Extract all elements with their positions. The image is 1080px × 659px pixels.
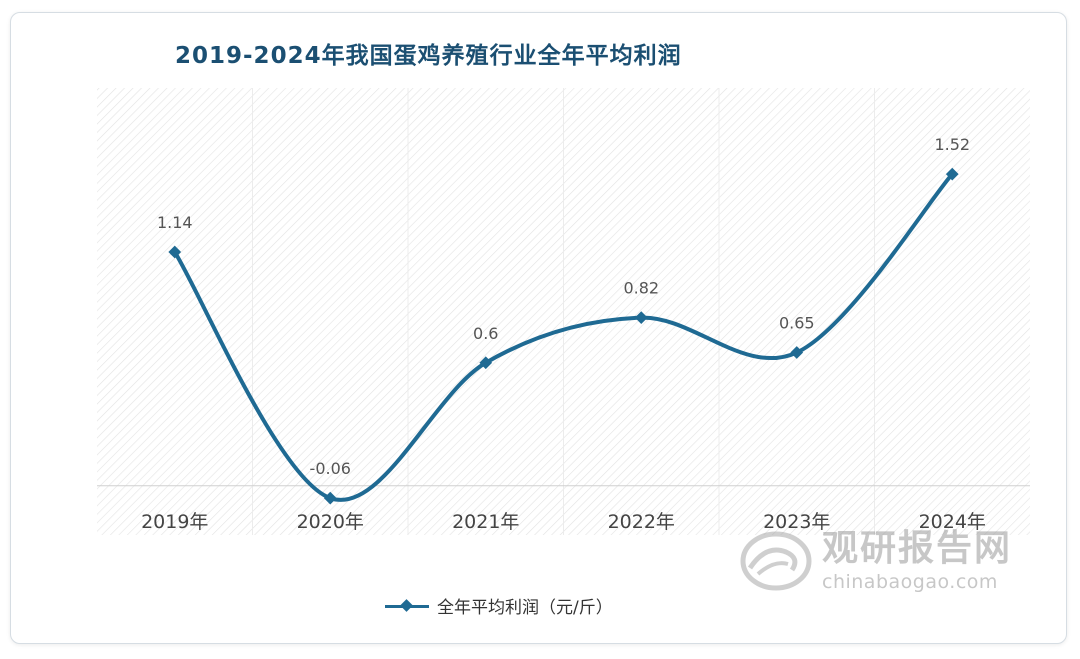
watermark-domain: chinabaogao.com: [822, 570, 998, 593]
x-tick-label: 2020年: [297, 511, 364, 533]
series-line: [172, 172, 955, 502]
x-tick-label: 2019年: [141, 511, 208, 533]
data-label: 1.52: [934, 135, 970, 154]
watermark-name: 观研报告网: [822, 527, 1013, 569]
watermark-logo-icon: [740, 531, 812, 591]
x-tick-label: 2023年: [763, 511, 830, 533]
data-label: 0.6: [473, 324, 498, 343]
x-tick-label: 2024年: [919, 511, 986, 533]
data-point-marker: [168, 245, 182, 259]
data-point-marker: [323, 491, 337, 505]
watermark: 观研报告网 chinabaogao.com: [740, 530, 1012, 592]
legend: 全年平均利润（元/斤）: [385, 593, 613, 618]
data-point-marker: [479, 356, 493, 370]
x-tick-label: 2021年: [452, 511, 519, 533]
data-label: 0.82: [623, 279, 659, 298]
data-label: 1.14: [157, 213, 193, 232]
data-label: 0.65: [779, 314, 815, 333]
x-tick-label: 2022年: [608, 511, 675, 533]
legend-swatch: [385, 598, 429, 614]
chart-title: 2019-2024年我国蛋鸡养殖行业全年平均利润: [175, 43, 682, 69]
data-label: -0.06: [310, 459, 351, 478]
legend-label: 全年平均利润（元/斤）: [437, 598, 613, 618]
